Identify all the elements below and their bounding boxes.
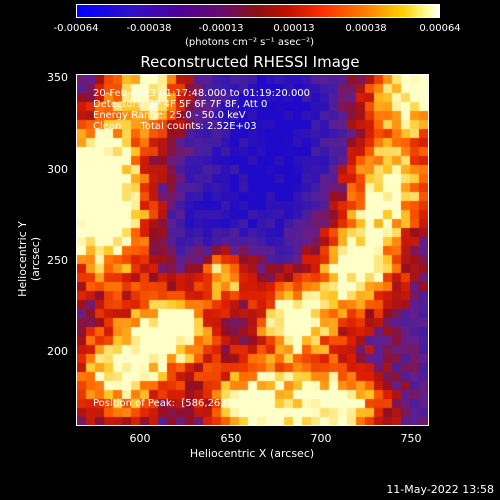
detectors-annotation: Detectors: 3F 4F 5F 6F 7F 8F, Att 0: [93, 99, 268, 110]
counts-annotation: Clean Total counts: 2.52E+03: [93, 121, 257, 132]
colorbar-unit: (photons cm⁻² s⁻¹ asec⁻²): [185, 37, 315, 48]
x-tick: 650: [220, 432, 242, 445]
colorbar-tick: 0.00064: [419, 23, 461, 34]
colorbar: [76, 4, 440, 18]
rhessi-heatmap: [77, 75, 428, 425]
image-plot: 20-Feb-2013 01:17:48.000 to 01:19:20.000…: [76, 74, 429, 426]
colorbar-tick: 0.00038: [345, 23, 387, 34]
time-range-annotation: 20-Feb-2013 01:17:48.000 to 01:19:20.000: [93, 88, 311, 99]
x-tick: 700: [310, 432, 332, 445]
peak-position-annotation: Position of Peak: [586,263]: [93, 398, 231, 409]
y-axis-label: Heliocentric Y (arcsec): [16, 221, 42, 297]
plot-title: Reconstructed RHESSI Image: [140, 53, 360, 71]
x-tick: 750: [400, 432, 422, 445]
footer-date: 11-May-2022 13:58: [386, 483, 494, 496]
x-tick: 600: [129, 432, 151, 445]
colorbar-tick: -0.00013: [198, 23, 244, 34]
y-tick: 300: [47, 163, 68, 176]
y-tick: 350: [47, 71, 68, 84]
x-axis-label: Heliocentric X (arcsec): [189, 447, 315, 460]
colorbar-tick: -0.00038: [126, 23, 172, 34]
y-tick: 200: [47, 345, 68, 358]
colorbar-tick: -0.00064: [53, 23, 99, 34]
colorbar-tick: 0.00013: [273, 23, 315, 34]
energy-range-annotation: Energy Range: 25.0 - 50.0 keV: [93, 110, 246, 121]
y-tick: 250: [47, 254, 68, 267]
